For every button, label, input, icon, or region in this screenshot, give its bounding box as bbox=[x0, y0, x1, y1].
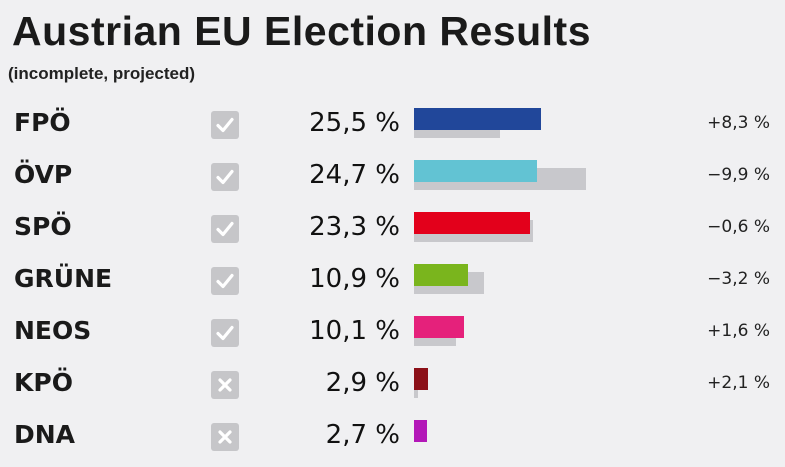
value-label: 25,5 % bbox=[309, 108, 400, 138]
change-label: −3,2 % bbox=[707, 269, 770, 289]
chart-subtitle: (incomplete, projected) bbox=[8, 64, 196, 83]
change-label: +2,1 % bbox=[707, 373, 770, 393]
change-label: −0,6 % bbox=[707, 217, 770, 237]
cross-icon bbox=[211, 371, 239, 399]
chart-row: DNA 2,7 % bbox=[0, 416, 785, 456]
cross-icon bbox=[211, 423, 239, 451]
value-label: 10,1 % bbox=[309, 316, 400, 346]
change-label: −9,9 % bbox=[707, 165, 770, 185]
check-icon bbox=[211, 215, 239, 243]
chart-row: KPÖ 2,9 % +2,1 % bbox=[0, 364, 785, 404]
change-label: +8,3 % bbox=[707, 113, 770, 133]
result-bar bbox=[414, 108, 541, 130]
party-label: ÖVP bbox=[14, 160, 73, 189]
chart-row: SPÖ 23,3 % −0,6 % bbox=[0, 208, 785, 248]
result-bar bbox=[414, 160, 537, 182]
value-label: 23,3 % bbox=[309, 212, 400, 242]
result-bar bbox=[414, 264, 469, 286]
party-label: FPÖ bbox=[14, 108, 71, 137]
result-bar bbox=[414, 212, 531, 234]
chart-row: NEOS 10,1 % +1,6 % bbox=[0, 312, 785, 352]
party-label: KPÖ bbox=[14, 368, 73, 397]
party-label: GRÜNE bbox=[14, 264, 113, 293]
result-bar bbox=[414, 420, 428, 442]
value-label: 10,9 % bbox=[309, 264, 400, 294]
value-label: 24,7 % bbox=[309, 160, 400, 190]
check-icon bbox=[211, 319, 239, 347]
party-label: NEOS bbox=[14, 316, 92, 345]
change-label: +1,6 % bbox=[707, 321, 770, 341]
value-label: 2,9 % bbox=[325, 368, 400, 398]
check-icon bbox=[211, 111, 239, 139]
chart-row: ÖVP 24,7 % −9,9 % bbox=[0, 156, 785, 196]
chart-row: FPÖ 25,5 % +8,3 % bbox=[0, 104, 785, 144]
value-label: 2,7 % bbox=[325, 420, 400, 450]
result-bar bbox=[414, 368, 429, 390]
result-bar bbox=[414, 316, 465, 338]
party-label: SPÖ bbox=[14, 212, 72, 241]
chart-row: GRÜNE 10,9 % −3,2 % bbox=[0, 260, 785, 300]
party-label: DNA bbox=[14, 420, 76, 449]
check-icon bbox=[211, 163, 239, 191]
check-icon bbox=[211, 267, 239, 295]
chart-title: Austrian EU Election Results bbox=[12, 8, 592, 54]
